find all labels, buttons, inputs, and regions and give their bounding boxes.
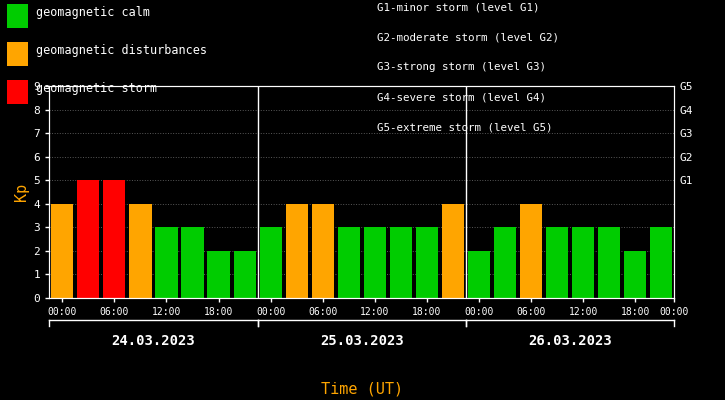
Text: geomagnetic disturbances: geomagnetic disturbances bbox=[36, 44, 207, 57]
Bar bbox=[155, 227, 178, 298]
Bar bbox=[650, 227, 672, 298]
Bar bbox=[312, 204, 334, 298]
Text: Time (UT): Time (UT) bbox=[321, 381, 404, 396]
Text: geomagnetic calm: geomagnetic calm bbox=[36, 6, 150, 19]
Bar bbox=[51, 204, 73, 298]
Bar bbox=[181, 227, 204, 298]
Text: 26.03.2023: 26.03.2023 bbox=[529, 334, 612, 348]
Bar bbox=[260, 227, 282, 298]
Bar bbox=[442, 204, 464, 298]
Bar bbox=[468, 251, 490, 298]
Text: G3-strong storm (level G3): G3-strong storm (level G3) bbox=[377, 62, 546, 72]
Bar bbox=[129, 204, 152, 298]
Bar bbox=[338, 227, 360, 298]
Bar bbox=[286, 204, 307, 298]
Bar bbox=[546, 227, 568, 298]
Bar bbox=[364, 227, 386, 298]
Bar bbox=[598, 227, 620, 298]
Y-axis label: Kp: Kp bbox=[14, 183, 29, 201]
Text: G2-moderate storm (level G2): G2-moderate storm (level G2) bbox=[377, 32, 559, 42]
Bar bbox=[494, 227, 516, 298]
Bar bbox=[520, 204, 542, 298]
Text: G4-severe storm (level G4): G4-severe storm (level G4) bbox=[377, 92, 546, 102]
Text: 24.03.2023: 24.03.2023 bbox=[112, 334, 195, 348]
Bar bbox=[233, 251, 256, 298]
Bar bbox=[624, 251, 646, 298]
Text: geomagnetic storm: geomagnetic storm bbox=[36, 82, 157, 95]
Bar bbox=[207, 251, 230, 298]
Text: G1-minor storm (level G1): G1-minor storm (level G1) bbox=[377, 2, 539, 12]
Bar bbox=[572, 227, 594, 298]
Bar bbox=[390, 227, 412, 298]
Bar bbox=[78, 180, 99, 298]
Bar bbox=[416, 227, 438, 298]
Text: 25.03.2023: 25.03.2023 bbox=[320, 334, 404, 348]
Text: G5-extreme storm (level G5): G5-extreme storm (level G5) bbox=[377, 122, 552, 132]
Bar bbox=[104, 180, 125, 298]
